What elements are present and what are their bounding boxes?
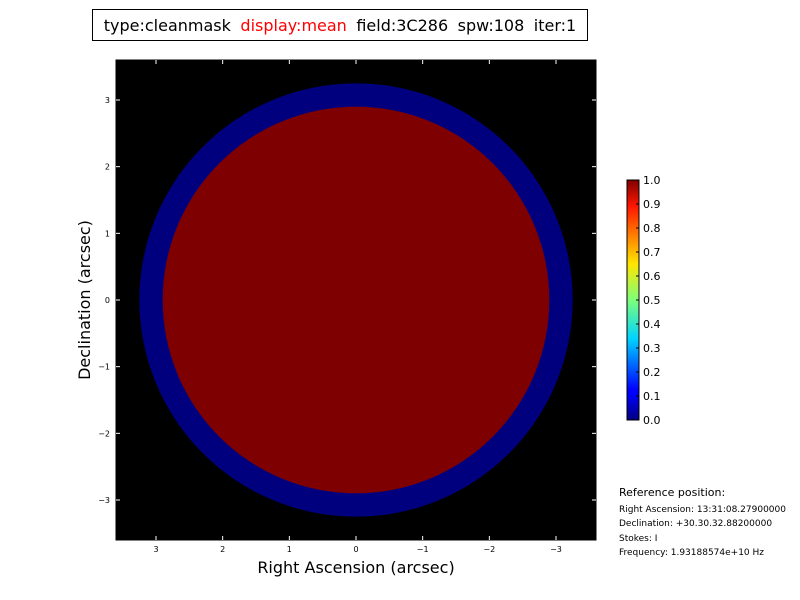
colorbar-tick-label: 0.0	[643, 414, 661, 427]
x-tick-label: 3	[153, 545, 158, 554]
plot-title-box: type:cleanmask display:mean field:3C286 …	[92, 9, 588, 41]
y-tick-label: 1	[105, 229, 110, 238]
colorbar-tick-label: 0.4	[643, 318, 661, 331]
colorbar: 0.0 0.1 0.2 0.3 0.4 0.5 0.6 0.7 0.8 0.9 1.0	[626, 174, 661, 427]
colorbar-tick-label: 1.0	[643, 174, 661, 187]
mask-region-1	[162, 106, 550, 494]
y-tick-label: 3	[105, 96, 110, 105]
reference-dec: Declination: +30.30.32.88200000	[619, 519, 773, 529]
title-iter: iter:1	[533, 15, 577, 35]
y-tick-label: −3	[98, 496, 110, 505]
y-tick-label: 2	[105, 163, 110, 172]
reference-heading: Reference position:	[619, 486, 726, 499]
colorbar-tick-label: 0.6	[643, 270, 661, 283]
image-axes: 3 2 1 0 −1 −2 −3 3 2 1 0 −1 −2 −3	[98, 59, 597, 554]
x-tick-label: 1	[287, 545, 292, 554]
colorbar-tick-label: 0.3	[643, 342, 661, 355]
reference-position: Reference position: Right Ascension: 13:…	[619, 486, 786, 561]
colorbar-tick-label: 0.5	[643, 294, 661, 307]
y-tick-label: −2	[98, 429, 110, 438]
title-type: type:cleanmask	[103, 15, 231, 35]
x-tick-label: −1	[417, 545, 429, 554]
y-tick-label: 0	[105, 296, 110, 305]
colorbar-tick-label: 0.2	[643, 366, 661, 379]
y-axis-label: Declination (arcsec)	[75, 220, 94, 380]
title-display: display:mean	[240, 15, 347, 35]
colorbar-tick-label: 0.9	[643, 198, 661, 211]
reference-frequency: Frequency: 1.93188574e+10 Hz	[619, 548, 765, 558]
x-tick-label: −2	[483, 545, 495, 554]
y-tick-label: −1	[98, 363, 110, 372]
title-spw: spw:108	[457, 15, 525, 35]
x-axis-label: Right Ascension (arcsec)	[257, 558, 454, 577]
colorbar-tick-label: 0.7	[643, 246, 661, 259]
colorbar-tick-label: 0.1	[643, 390, 661, 403]
x-tick-label: 0	[353, 545, 358, 554]
reference-stokes: Stokes: I	[619, 533, 658, 544]
reference-ra: Right Ascension: 13:31:08.27900000	[619, 504, 786, 515]
colorbar-tick-label: 0.8	[643, 222, 661, 235]
x-tick-label: −3	[550, 545, 562, 554]
title-field: field:3C286	[356, 15, 449, 35]
x-tick-label: 2	[220, 545, 225, 554]
